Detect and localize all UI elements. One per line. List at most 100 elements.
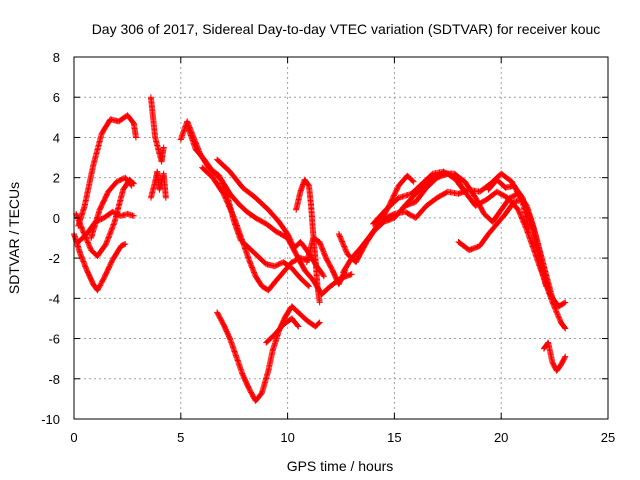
data-marker-run — [83, 267, 96, 287]
data-marker-run — [353, 236, 371, 258]
series-arc-7 — [147, 168, 169, 201]
data-marker-run — [293, 190, 304, 213]
data-marker-run — [476, 232, 491, 249]
data-marker-run — [340, 256, 354, 276]
data-marker-run — [150, 114, 158, 140]
data-marker-run — [214, 156, 232, 174]
data-marker-run — [498, 195, 512, 213]
data-marker-run — [485, 177, 500, 193]
data-marker — [160, 144, 167, 151]
data-marker-run — [323, 255, 335, 272]
data-marker-run — [461, 178, 478, 200]
data-marker — [553, 303, 560, 310]
y-tick-label: -2 — [48, 251, 60, 266]
data-marker-run — [239, 184, 258, 200]
tick-labels: 0 5 10 15 20 25 -10 -8 -6 -4 -2 0 2 4 6 8 — [41, 50, 615, 445]
data-marker-run — [271, 270, 286, 286]
y-axis-label: SDTVAR / TECUs — [6, 182, 22, 294]
data-marker-run — [476, 181, 493, 195]
data-marker — [562, 325, 569, 332]
data-marker-run — [218, 176, 233, 196]
series-arc-5 — [88, 174, 135, 241]
data-marker-run — [226, 335, 239, 359]
data-marker-run — [295, 309, 309, 323]
data-marker-run — [515, 206, 530, 232]
x-tick-label: 25 — [601, 430, 615, 445]
data-marker-run — [312, 255, 321, 288]
data-marker-run — [498, 170, 514, 184]
y-tick-label: 6 — [53, 90, 60, 105]
x-tick-label: 5 — [177, 430, 184, 445]
data-marker — [130, 212, 137, 219]
data-marker-run — [209, 174, 226, 196]
data-marker-run — [263, 220, 279, 235]
data-marker-run — [532, 239, 545, 272]
data-marker-run — [288, 315, 301, 329]
data-marker-run — [254, 253, 269, 267]
y-tick-label: 4 — [53, 130, 60, 145]
data-marker-run — [451, 174, 468, 194]
data-marker — [543, 283, 550, 290]
y-tick-label: -8 — [48, 372, 60, 387]
data-marker-run — [94, 242, 109, 260]
data-marker-run — [192, 146, 207, 162]
data-marker-run — [75, 204, 88, 229]
y-tick-label: 8 — [53, 50, 60, 65]
data-marker-run — [472, 194, 487, 216]
y-tick-label: -6 — [48, 332, 60, 347]
x-tick-label: 10 — [280, 430, 294, 445]
data-marker-run — [244, 208, 258, 221]
data-marker-run — [412, 179, 431, 197]
series-arc-23 — [540, 339, 569, 374]
data-marker-run — [558, 354, 568, 368]
data-marker-run — [88, 208, 103, 241]
data-marker-run — [558, 319, 568, 331]
data-marker-run — [493, 211, 508, 227]
data-marker-run — [318, 284, 333, 298]
series-arc-15 — [303, 235, 349, 288]
data-marker-run — [96, 190, 111, 213]
data-marker-run — [81, 163, 96, 209]
data-marker-run — [395, 173, 410, 189]
data-marker-run — [404, 172, 416, 184]
data-marker-run — [284, 231, 297, 250]
data-marker-run — [276, 218, 290, 236]
data-marker-run — [226, 168, 245, 190]
data-marker-run — [252, 390, 265, 404]
data-marker-run — [310, 235, 322, 245]
data-marker-run — [399, 191, 418, 211]
data-marker-run — [111, 188, 126, 225]
y-tick-label: -10 — [41, 412, 60, 427]
data-marker-run — [246, 245, 260, 259]
data-marker-run — [201, 156, 216, 174]
x-tick-label: 20 — [494, 430, 508, 445]
data-marker-run — [160, 170, 169, 200]
data-marker-run — [382, 195, 401, 213]
data-marker-run — [199, 164, 215, 180]
data-marker-run — [303, 236, 316, 266]
data-marker — [162, 194, 169, 201]
data-marker-run — [493, 188, 510, 201]
data-marker-run — [408, 181, 425, 197]
x-axis-label: GPS time / hours — [287, 458, 394, 474]
data-marker-run — [265, 280, 277, 294]
data-marker-run — [301, 267, 316, 283]
data-marker-run — [365, 218, 384, 241]
data-marker-run — [297, 275, 311, 289]
data-marker-run — [231, 214, 246, 244]
data-marker-run — [316, 239, 329, 260]
data-marker-run — [545, 339, 556, 365]
y-tick-label: -4 — [48, 291, 60, 306]
data-marker-run — [412, 203, 429, 221]
data-marker-run — [75, 231, 89, 245]
data-marker-run — [122, 174, 134, 188]
data-marker-run — [94, 276, 107, 294]
data-marker — [562, 299, 569, 306]
data-marker-run — [263, 332, 277, 346]
data-marker-run — [288, 303, 301, 315]
data-marker-run — [220, 321, 233, 341]
data-marker-run — [252, 273, 265, 289]
data-marker-run — [100, 258, 115, 282]
data-marker-run — [239, 371, 252, 391]
